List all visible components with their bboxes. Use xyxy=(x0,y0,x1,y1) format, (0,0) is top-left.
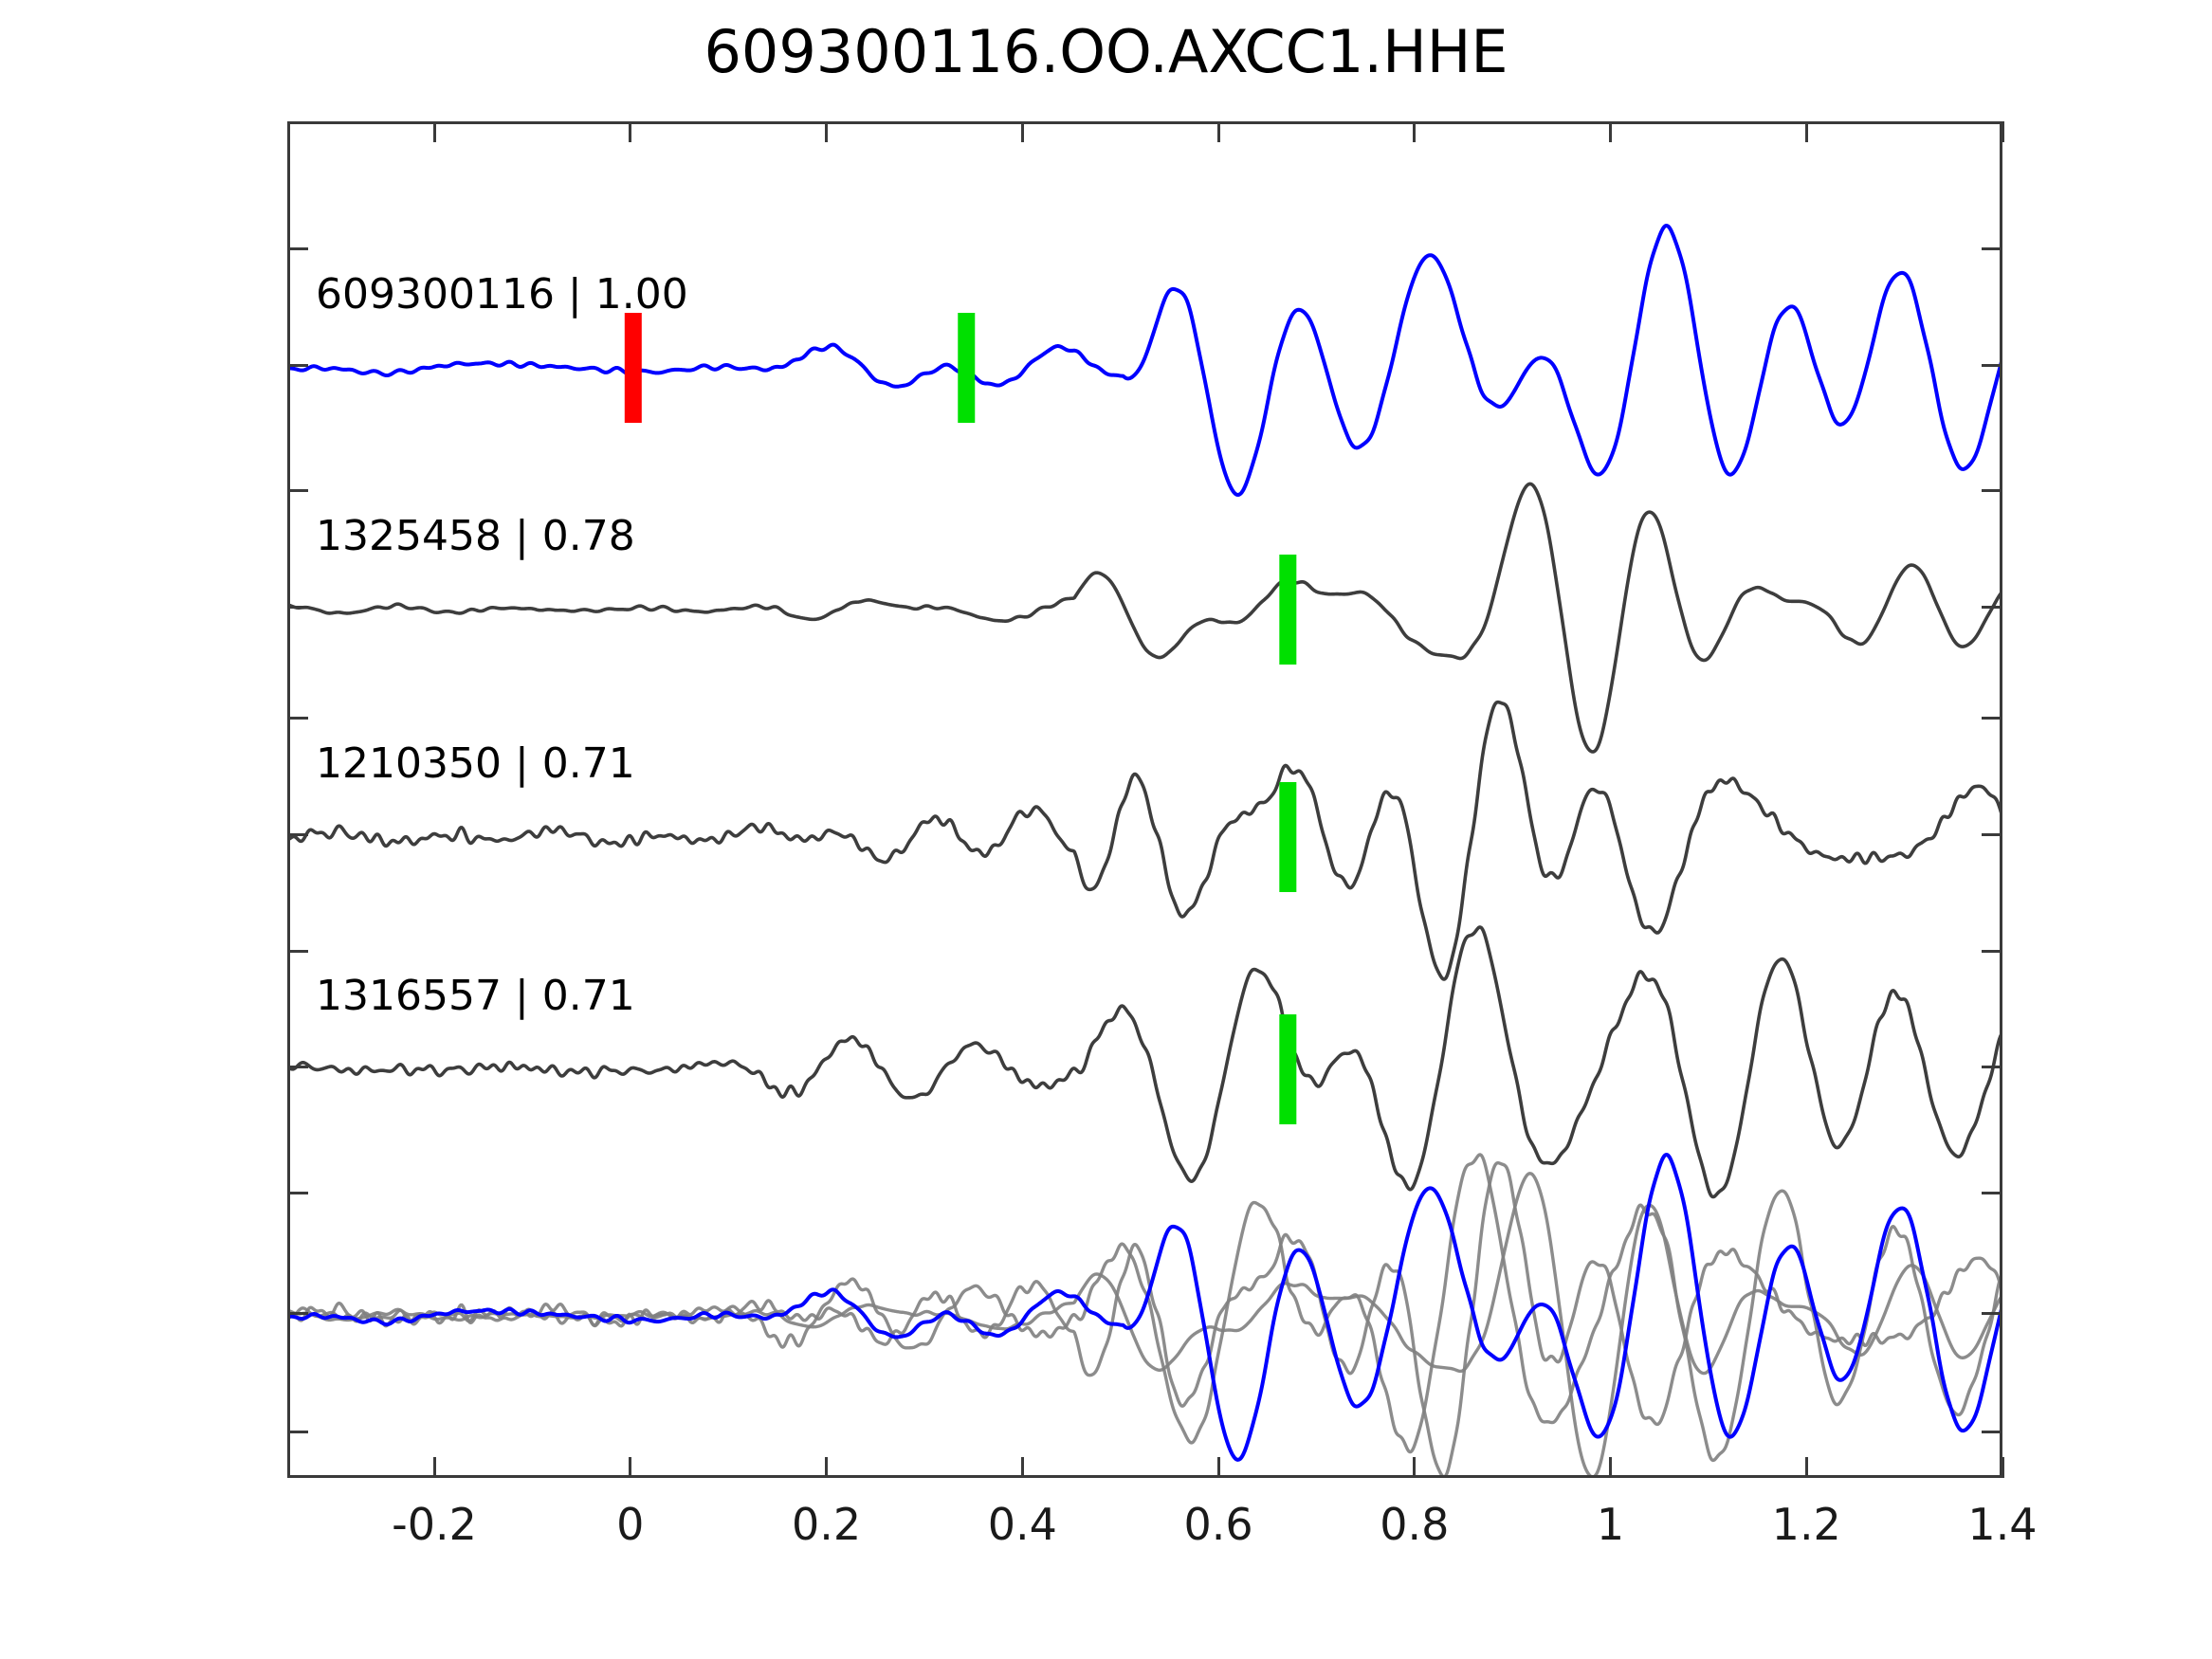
y-tick-mark xyxy=(287,1311,308,1315)
x-tick-label-0: 0 xyxy=(616,1499,645,1550)
plot-canvas xyxy=(290,124,2000,1475)
x-tick-mark-top xyxy=(432,121,436,142)
y-tick-mark xyxy=(287,716,308,720)
y-tick-mark xyxy=(287,363,308,367)
x-tick-mark xyxy=(432,1457,436,1478)
x-tick-label-0.2: 0.2 xyxy=(791,1499,862,1550)
x-tick-label-0.6: 0.6 xyxy=(1183,1499,1253,1550)
x-tick-mark xyxy=(1216,1457,1220,1478)
x-tick-mark-top xyxy=(825,121,829,142)
trace-label-609300116: 609300116 | 1.00 xyxy=(316,270,688,319)
y-tick-mark xyxy=(1982,1430,2002,1433)
waveform-trace-1316557 xyxy=(290,925,2000,1199)
x-tick-mark-top xyxy=(1413,121,1417,142)
trace-label-1316557: 1316557 | 0.71 xyxy=(316,972,635,1020)
x-tick-label-0.4: 0.4 xyxy=(987,1499,1057,1550)
phase-pick-marker-1325458[interactable] xyxy=(1279,555,1297,665)
x-tick-mark xyxy=(1609,1457,1612,1478)
y-tick-mark xyxy=(1982,716,2002,720)
y-tick-mark xyxy=(1982,949,2002,953)
x-tick-mark xyxy=(1804,1457,1808,1478)
y-tick-mark xyxy=(287,605,308,609)
x-tick-label--0.2: -0.2 xyxy=(392,1499,477,1550)
y-tick-mark xyxy=(287,488,308,492)
trace-label-1210350: 1210350 | 0.71 xyxy=(316,739,635,788)
y-tick-mark xyxy=(287,246,308,250)
overlay-trace-1325458 xyxy=(290,1172,2000,1475)
x-tick-mark xyxy=(825,1457,829,1478)
y-tick-mark xyxy=(1982,1065,2002,1068)
x-tick-mark xyxy=(1020,1457,1024,1478)
phase-pick-marker-1316557[interactable] xyxy=(1279,1014,1297,1124)
y-tick-mark xyxy=(287,949,308,953)
phase-pick-marker-609300116[interactable] xyxy=(958,313,976,423)
x-tick-mark-top xyxy=(1804,121,1808,142)
y-tick-mark xyxy=(1982,1311,2002,1315)
y-tick-mark xyxy=(1982,488,2002,492)
plot-area xyxy=(287,121,2002,1478)
waveform-trace-1325458 xyxy=(290,482,2000,754)
y-tick-mark xyxy=(287,832,308,836)
y-tick-mark xyxy=(1982,363,2002,367)
y-tick-mark xyxy=(287,1065,308,1068)
y-tick-mark xyxy=(287,1191,308,1194)
overlay-trace-1210350 xyxy=(290,1160,2000,1475)
x-tick-mark-top xyxy=(1609,121,1612,142)
x-tick-mark xyxy=(629,1457,632,1478)
x-tick-label-1: 1 xyxy=(1596,1499,1625,1550)
x-tick-label-1.4: 1.4 xyxy=(1967,1499,2038,1550)
waveform-svg xyxy=(290,224,2000,1475)
x-tick-mark-top xyxy=(2001,121,2004,142)
y-tick-mark xyxy=(1982,605,2002,609)
trace-label-1325458: 1325458 | 0.78 xyxy=(316,512,635,560)
x-tick-mark xyxy=(1413,1457,1417,1478)
y-tick-mark xyxy=(1982,832,2002,836)
phase-pick-marker-1210350[interactable] xyxy=(1279,782,1297,892)
x-tick-mark-top xyxy=(1216,121,1220,142)
page-title: 609300116.OO.AXCC1.HHE xyxy=(704,17,1508,86)
waveform-trace-609300116 xyxy=(290,224,2000,497)
x-tick-mark-top xyxy=(1020,121,1024,142)
x-tick-label-1.2: 1.2 xyxy=(1771,1499,1841,1550)
waveform-trace-1210350 xyxy=(290,700,2000,981)
origin-time-marker-609300116[interactable] xyxy=(624,313,642,423)
x-tick-mark xyxy=(2001,1457,2004,1478)
y-tick-mark xyxy=(1982,246,2002,250)
overlay-trace-609300116 xyxy=(290,1153,2000,1462)
x-tick-mark-top xyxy=(629,121,632,142)
y-tick-mark xyxy=(287,1430,308,1433)
y-tick-mark xyxy=(1982,1191,2002,1194)
x-tick-label-0.8: 0.8 xyxy=(1380,1499,1450,1550)
